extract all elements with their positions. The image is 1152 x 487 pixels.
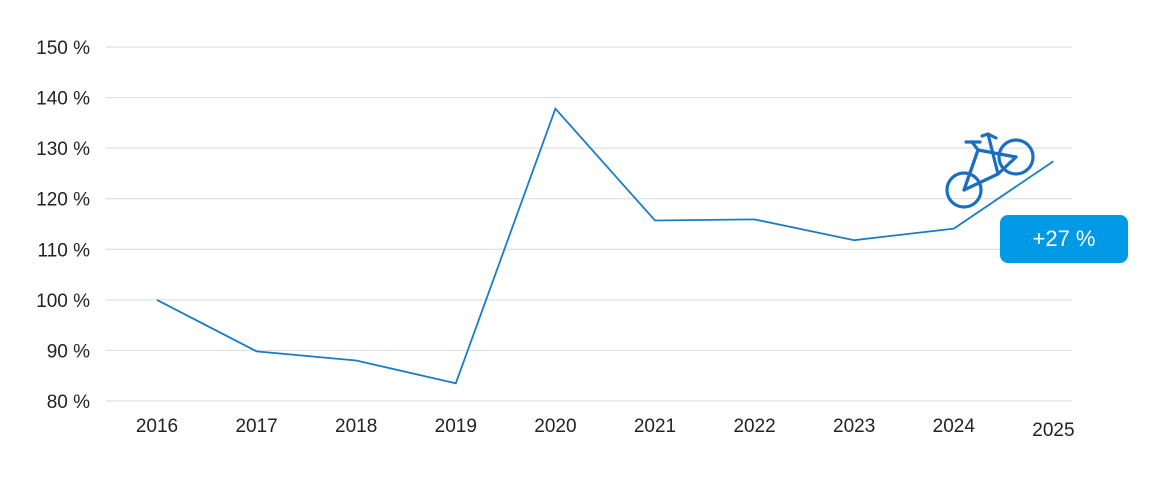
x-tick-label: 2025	[1032, 420, 1074, 441]
x-tick-label: 2024	[933, 416, 976, 437]
growth-badge: +27 %	[1000, 215, 1128, 263]
x-axis: 2016 2017 2018 2019 2020 2021 2022 2023 2024 2025	[136, 416, 1075, 441]
x-tick-label: 2016	[136, 416, 178, 437]
x-tick-label: 2019	[435, 416, 477, 437]
x-tick-label: 2018	[335, 416, 377, 437]
y-tick-label: 80 %	[47, 392, 90, 413]
series-line	[156, 106, 1054, 385]
bicycle-icon	[945, 132, 1035, 209]
y-tick-label: 150 %	[36, 38, 90, 59]
y-tick-label: 100 %	[36, 291, 90, 312]
x-tick-label: 2017	[235, 416, 277, 437]
x-tick-label: 2021	[634, 416, 676, 437]
y-tick-label: 90 %	[47, 341, 90, 362]
grid-layer	[106, 46, 1072, 402]
y-tick-label: 120 %	[36, 190, 90, 211]
x-tick-label: 2022	[733, 416, 775, 437]
y-tick-label: 110 %	[38, 240, 91, 261]
x-tick-label: 2023	[833, 416, 875, 437]
y-tick-label: 130 %	[36, 139, 90, 160]
x-tick-label: 2020	[534, 416, 576, 437]
y-axis: 80 % 90 % 100 % 110 % 120 % 130 % 140 % 150 %	[36, 38, 90, 413]
y-tick-label: 140 %	[36, 89, 90, 110]
